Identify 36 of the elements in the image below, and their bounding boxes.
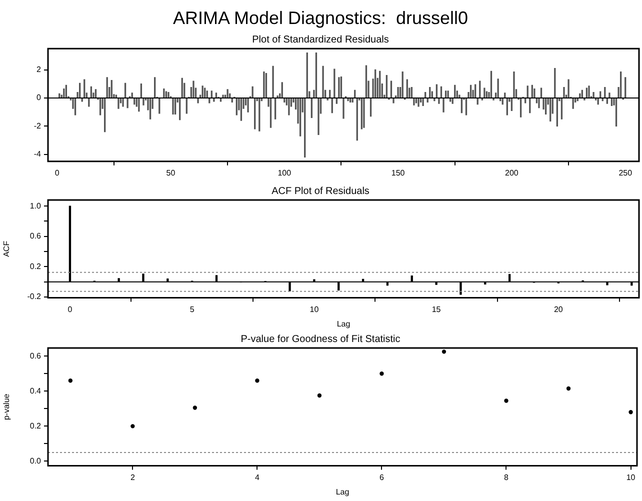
y-axis-title: p-value	[2, 393, 12, 420]
x-tick-label: 4	[254, 472, 260, 482]
x-tick-label: 2	[130, 472, 136, 482]
y-tick-label: -2	[34, 121, 42, 130]
x-axis-title: Lag	[336, 319, 350, 328]
x-axis-title: Lag	[336, 487, 350, 496]
y-axis-title: ACF	[2, 240, 12, 257]
x-tick-label: 5	[190, 304, 195, 314]
x-tick-label: 100	[278, 168, 292, 178]
y-tick-label: 2	[36, 64, 42, 74]
x-tick-label: 10	[310, 304, 320, 314]
y-tick-label: 0.2	[30, 421, 42, 430]
chart-subtitle: Plot of Standardized Residuals	[252, 34, 389, 46]
y-tick-label: 1.0	[30, 201, 42, 210]
y-tick-label: 0.6	[30, 351, 42, 360]
chart-title: P-value for Goodness of Fit Statistic	[240, 334, 400, 345]
y-tick-label: 0.4	[30, 386, 42, 396]
y-tick-label: -4	[34, 150, 42, 159]
y-tick-label: 0.6	[30, 232, 42, 241]
chart-title: ARIMA Model Diagnostics: drussell0	[172, 8, 468, 28]
x-tick-label: 250	[618, 168, 633, 178]
x-tick-label: 0	[54, 168, 60, 178]
x-tick-label: 50	[166, 168, 176, 178]
chart-title: ACF Plot of Residuals	[272, 186, 370, 197]
x-tick-label: 8	[504, 472, 510, 482]
x-tick-label: 200	[505, 168, 519, 178]
y-tick-label: -0.2	[27, 292, 42, 302]
x-tick-label: 150	[391, 168, 406, 178]
x-tick-label: 15	[432, 304, 442, 314]
x-tick-label: 6	[380, 472, 384, 482]
y-tick-label: 0.2	[30, 262, 42, 271]
x-tick-label: 0	[68, 304, 73, 314]
y-tick-label: 0.0	[30, 456, 42, 466]
y-tick-label: 0	[36, 93, 42, 102]
x-tick-label: 10	[626, 472, 636, 482]
x-tick-label: 20	[554, 304, 564, 314]
